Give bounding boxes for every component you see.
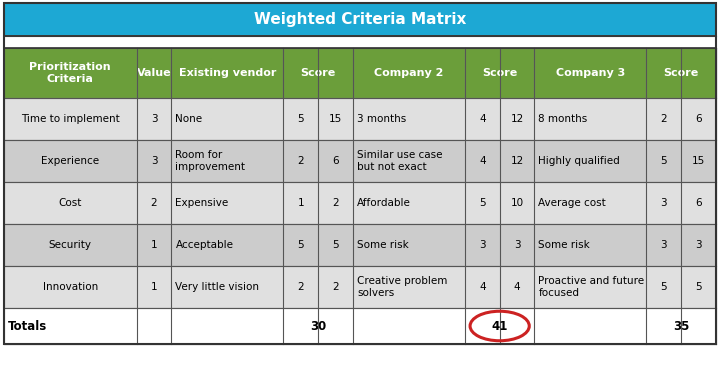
Text: 5: 5 — [332, 240, 339, 250]
Text: 15: 15 — [329, 114, 342, 124]
Text: Weighted Criteria Matrix: Weighted Criteria Matrix — [254, 12, 466, 27]
Text: 12: 12 — [510, 156, 523, 166]
Text: 2: 2 — [150, 198, 158, 208]
Text: Creative problem
solvers: Creative problem solvers — [357, 276, 447, 298]
Text: Cost: Cost — [58, 198, 82, 208]
Bar — [4, 308, 716, 344]
Text: 1: 1 — [150, 240, 158, 250]
Bar — [4, 36, 716, 48]
Text: Time to implement: Time to implement — [21, 114, 120, 124]
Text: Value: Value — [137, 68, 171, 78]
Text: 35: 35 — [673, 319, 689, 333]
Text: 3: 3 — [479, 240, 485, 250]
Text: Score: Score — [482, 68, 517, 78]
Text: 3: 3 — [660, 240, 667, 250]
Text: Prioritization
Criteria: Prioritization Criteria — [30, 62, 111, 84]
Text: Company 2: Company 2 — [374, 68, 444, 78]
Text: 3: 3 — [514, 240, 521, 250]
Bar — [4, 48, 716, 98]
Bar — [4, 36, 716, 48]
Bar — [4, 3, 716, 36]
Bar — [284, 48, 353, 98]
Text: 2: 2 — [332, 282, 339, 292]
Text: Some risk: Some risk — [357, 240, 409, 250]
Bar — [534, 48, 647, 98]
Text: 8 months: 8 months — [539, 114, 588, 124]
Text: Some risk: Some risk — [539, 240, 590, 250]
Text: Company 3: Company 3 — [556, 68, 625, 78]
Text: 15: 15 — [692, 156, 705, 166]
Bar — [137, 48, 171, 98]
Text: 30: 30 — [310, 319, 326, 333]
Text: 1: 1 — [297, 198, 304, 208]
Bar — [465, 48, 534, 98]
Text: Average cost: Average cost — [539, 198, 606, 208]
Text: 4: 4 — [479, 156, 485, 166]
Bar — [4, 48, 137, 98]
Text: Very little vision: Very little vision — [176, 282, 259, 292]
Text: 5: 5 — [660, 282, 667, 292]
Bar — [4, 140, 716, 182]
Text: 41: 41 — [492, 319, 508, 333]
Text: 3: 3 — [660, 198, 667, 208]
Text: 2: 2 — [332, 198, 339, 208]
Text: Existing vendor: Existing vendor — [179, 68, 276, 78]
Bar — [4, 266, 716, 308]
Text: 3: 3 — [150, 114, 158, 124]
Text: Totals: Totals — [8, 319, 48, 333]
Text: 6: 6 — [696, 114, 702, 124]
Text: None: None — [176, 114, 202, 124]
Text: 4: 4 — [479, 282, 485, 292]
Text: 10: 10 — [510, 198, 523, 208]
Text: Acceptable: Acceptable — [176, 240, 233, 250]
Text: Expensive: Expensive — [176, 198, 229, 208]
Text: Experience: Experience — [41, 156, 99, 166]
Text: Proactive and future
focused: Proactive and future focused — [539, 276, 644, 298]
Bar — [4, 98, 716, 140]
Text: 2: 2 — [660, 114, 667, 124]
Text: 5: 5 — [696, 282, 702, 292]
Text: 6: 6 — [696, 198, 702, 208]
Text: Affordable: Affordable — [357, 198, 411, 208]
Text: 1: 1 — [150, 282, 158, 292]
Text: 2: 2 — [297, 156, 304, 166]
Text: 2: 2 — [297, 282, 304, 292]
Text: 5: 5 — [660, 156, 667, 166]
Bar — [647, 48, 716, 98]
Text: 12: 12 — [510, 114, 523, 124]
Text: Similar use case
but not exact: Similar use case but not exact — [357, 150, 443, 172]
Bar — [4, 224, 716, 266]
Text: Innovation: Innovation — [42, 282, 98, 292]
Text: 3: 3 — [696, 240, 702, 250]
Text: Score: Score — [664, 68, 699, 78]
Text: 5: 5 — [297, 114, 304, 124]
Text: 3: 3 — [150, 156, 158, 166]
Text: 5: 5 — [479, 198, 485, 208]
Text: Room for
improvement: Room for improvement — [176, 150, 246, 172]
Bar — [353, 48, 465, 98]
Bar — [4, 182, 716, 224]
Text: Highly qualified: Highly qualified — [539, 156, 620, 166]
Bar — [171, 48, 284, 98]
Text: 6: 6 — [332, 156, 339, 166]
Text: Score: Score — [300, 68, 336, 78]
Text: 4: 4 — [514, 282, 521, 292]
Text: 4: 4 — [479, 114, 485, 124]
Text: 3 months: 3 months — [357, 114, 406, 124]
Text: 5: 5 — [297, 240, 304, 250]
Text: Security: Security — [49, 240, 92, 250]
